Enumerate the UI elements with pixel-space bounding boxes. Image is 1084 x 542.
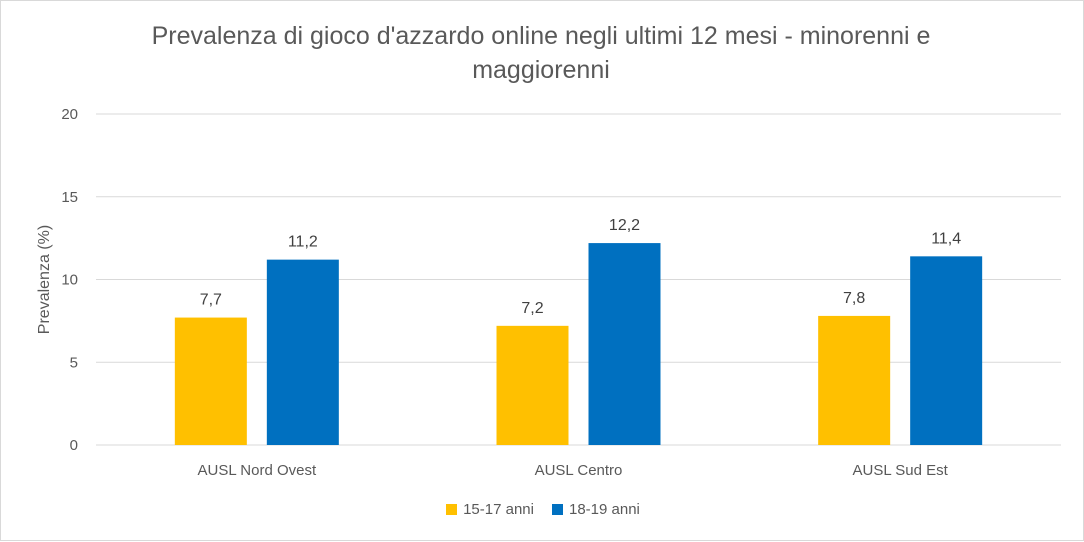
legend-label-18-19: 18-19 anni [569, 501, 640, 518]
y-tick-label-5: 5 [70, 354, 78, 371]
legend-label-15-17: 15-17 anni [463, 501, 534, 518]
data-label-ausl-centro-15-17-anni: 7,2 [521, 300, 543, 317]
y-tick-label-15: 15 [61, 189, 78, 206]
legend-item-15-17: 15-17 anni [446, 501, 534, 518]
bar-ausl-sud-est-18-19-anni [910, 256, 983, 445]
data-label-ausl-centro-18-19-anni: 12,2 [609, 217, 640, 234]
bar-ausl-centro-15-17-anni [496, 325, 569, 445]
x-tick-label-ausl-centro: AUSL Centro [535, 462, 623, 479]
bar-ausl-nord-ovest-15-17-anni [174, 317, 247, 445]
legend-swatch-15-17 [446, 504, 458, 515]
data-label-ausl-nord-ovest-15-17-anni: 7,7 [200, 292, 222, 309]
legend: 15-17 anni 18-19 anni [1, 501, 1084, 518]
data-label-ausl-sud-est-18-19-anni: 11,4 [931, 230, 961, 247]
x-tick-label-ausl-nord-ovest: AUSL Nord Ovest [198, 462, 317, 479]
chart-title: Prevalenza di gioco d'azzardo online neg… [151, 22, 931, 84]
bar-ausl-nord-ovest-18-19-anni [266, 259, 339, 445]
y-tick-label-0: 0 [70, 437, 78, 454]
data-label-ausl-nord-ovest-18-19-anni: 11,2 [288, 234, 318, 251]
bar-ausl-centro-18-19-anni [588, 243, 661, 445]
y-axis-title: Prevalenza (%) [36, 225, 53, 334]
y-tick-label-10: 10 [61, 272, 78, 289]
data-label-ausl-sud-est-15-17-anni: 7,8 [843, 290, 865, 307]
x-tick-label-ausl-sud-est: AUSL Sud Est [853, 462, 949, 479]
y-tick-label-20: 20 [61, 106, 78, 123]
legend-swatch-18-19 [552, 504, 563, 515]
legend-item-18-19: 18-19 anni [552, 501, 640, 518]
bar-ausl-sud-est-15-17-anni [818, 315, 891, 445]
